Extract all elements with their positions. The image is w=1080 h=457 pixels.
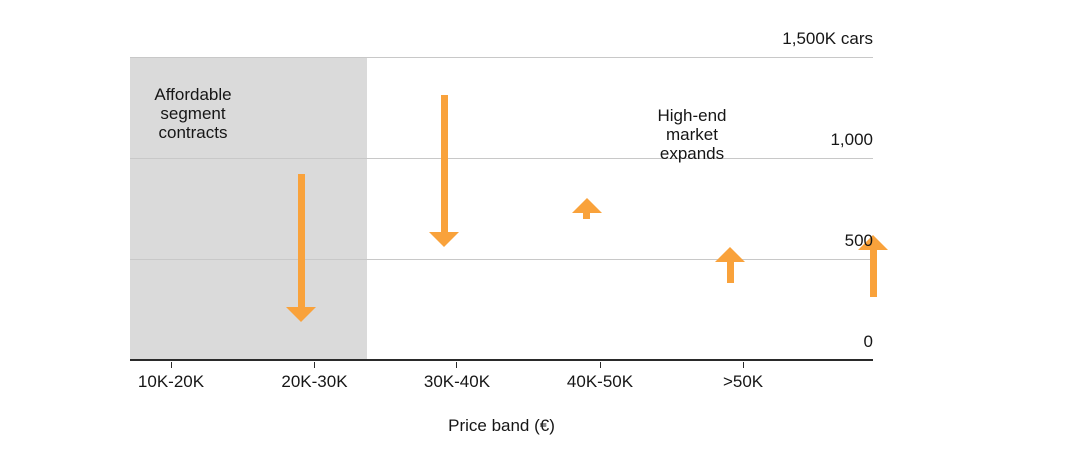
- x-tick-label: 20K-30K: [281, 372, 348, 391]
- arrow-shaft: [440, 95, 448, 233]
- trend-arrow-up: [858, 234, 889, 298]
- x-tick-label: 10K-20K: [137, 372, 205, 391]
- x-tick-label: 30K-40K: [423, 372, 491, 391]
- x-tick-mark: [456, 362, 458, 368]
- arrow-head-icon: [286, 306, 316, 322]
- arrow-shaft: [726, 260, 734, 284]
- arrow-head-icon: [858, 234, 889, 250]
- arrow-head-icon: [571, 198, 602, 214]
- trend-arrow-down: [286, 174, 316, 322]
- trend-arrow-down: [429, 95, 460, 247]
- annotation-affordable-segment: Affordable segment contracts: [154, 85, 232, 142]
- annotation-high-end-market: High-end market expands: [657, 106, 727, 163]
- x-tick-label: >50K: [722, 372, 764, 391]
- x-tick-mark: [313, 362, 315, 368]
- arrow-head-icon: [429, 231, 460, 247]
- y-tick-label: 500: [844, 231, 873, 250]
- trend-arrow-up: [715, 246, 746, 284]
- x-tick-mark: [599, 362, 601, 368]
- arrow-shaft: [583, 212, 591, 219]
- x-tick-mark: [742, 362, 744, 368]
- y-tick-label: 0: [863, 332, 873, 351]
- y-tick-label: 1,500K cars: [782, 29, 873, 48]
- x-axis-title: Price band (€): [448, 416, 555, 435]
- trend-arrow-up: [571, 198, 602, 219]
- shaded-region-affordable: [130, 57, 368, 360]
- y-tick-label: 1,000: [830, 130, 873, 149]
- x-tick-label: 40K-50K: [566, 372, 634, 391]
- arrow-shaft: [297, 174, 305, 308]
- gridline: [130, 56, 873, 58]
- arrow-head-icon: [715, 246, 746, 262]
- arrow-shaft: [869, 248, 877, 298]
- x-axis-line: [130, 359, 873, 361]
- gridline: [130, 258, 873, 260]
- gridline: [130, 157, 873, 159]
- plot-area: [130, 56, 889, 361]
- x-tick-mark: [170, 362, 172, 368]
